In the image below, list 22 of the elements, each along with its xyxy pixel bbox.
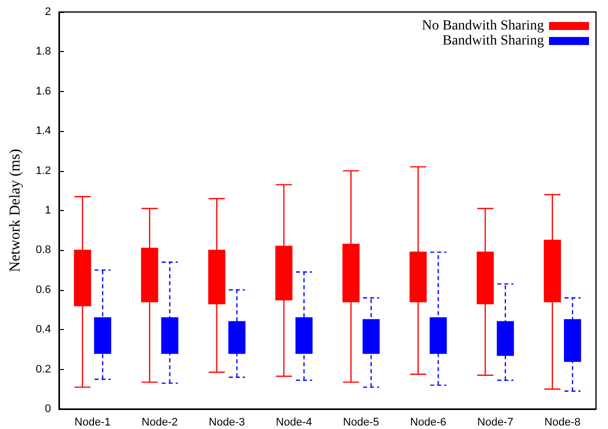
- x-tick-label: Node-7: [477, 416, 514, 428]
- legend-label: No Bandwith Sharing: [422, 18, 544, 34]
- y-tick-label: 0: [44, 403, 51, 415]
- y-tick-label: 0.6: [36, 284, 51, 296]
- y-tick-label: 1.6: [36, 85, 51, 98]
- x-tick-label: Node-4: [276, 416, 312, 428]
- y-tick-label: 1.4: [36, 125, 51, 138]
- x-tick-label: Node-8: [544, 416, 580, 428]
- x-tick-label: Node-5: [343, 416, 380, 428]
- x-tick-label: Node-3: [208, 416, 245, 428]
- y-tick-label: 1.2: [36, 164, 51, 177]
- y-tick-label: 0.4: [36, 324, 51, 336]
- x-tick-label: Node-1: [74, 416, 111, 428]
- legend-label: Bandwith Sharing: [442, 34, 544, 48]
- x-tick-label: Node-2: [142, 416, 178, 428]
- y-tick-label: 2: [44, 6, 51, 18]
- y-tick-label: 0.2: [36, 363, 51, 376]
- y-tick-label: 1.8: [36, 46, 51, 58]
- x-tick-label: Node-6: [410, 416, 446, 428]
- y-axis-title: Network Delay (ms): [8, 148, 24, 272]
- y-tick-label: 1: [44, 204, 51, 216]
- y-tick-label: 0.8: [36, 244, 51, 256]
